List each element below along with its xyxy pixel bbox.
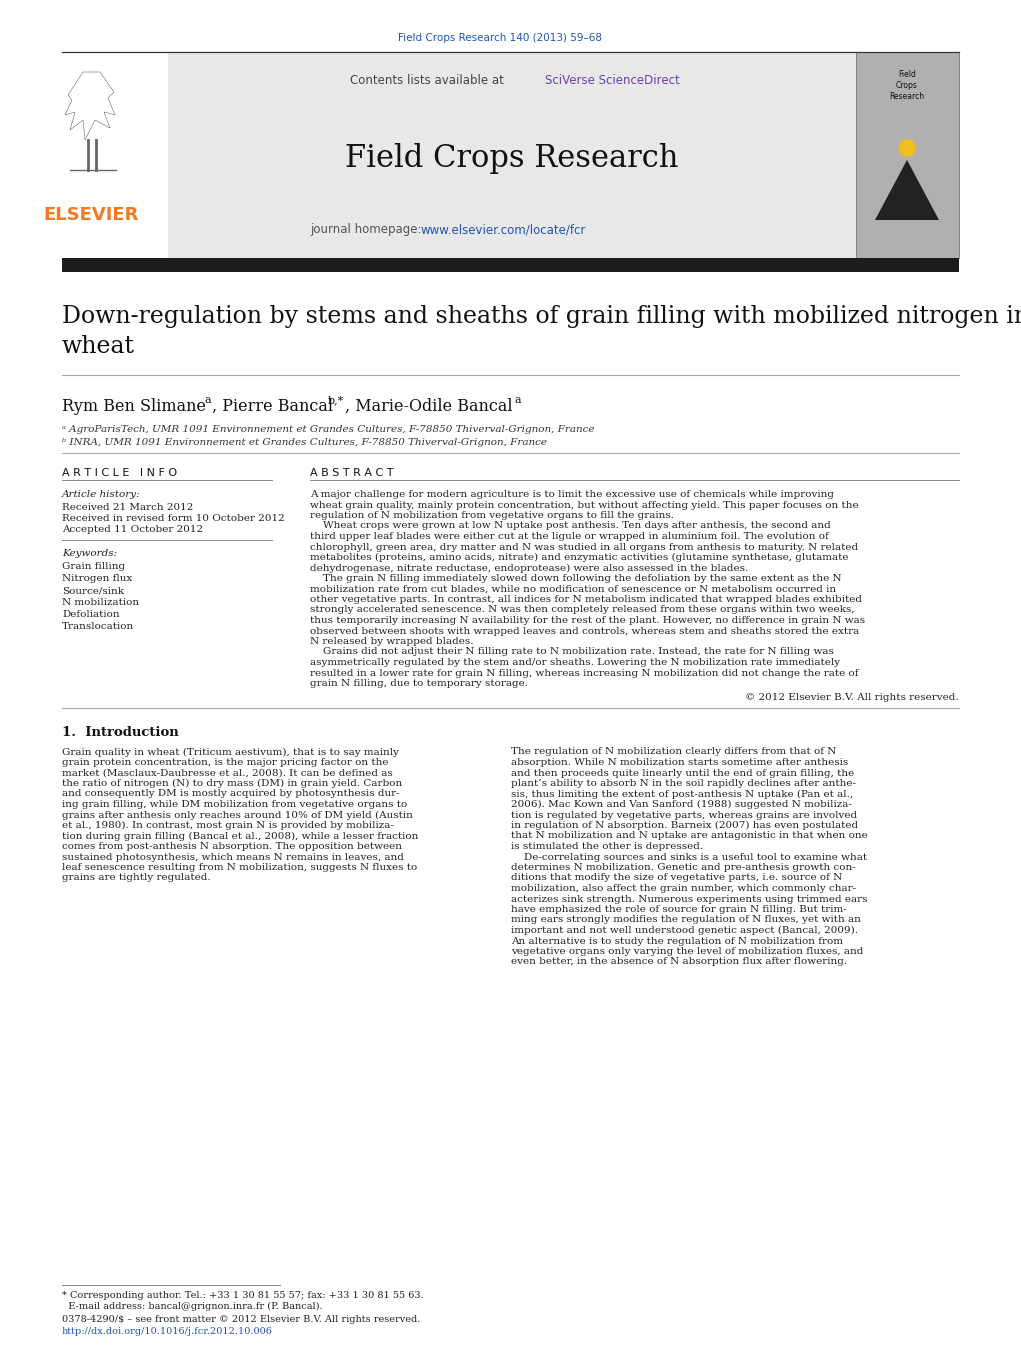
Text: b,*: b,* (328, 394, 344, 405)
Text: Keywords:: Keywords: (62, 549, 117, 558)
Text: other vegetative parts. In contrast, all indices for N metabolism indicated that: other vegetative parts. In contrast, all… (310, 594, 862, 604)
Text: 0378-4290/$ – see front matter © 2012 Elsevier B.V. All rights reserved.: 0378-4290/$ – see front matter © 2012 El… (62, 1315, 421, 1324)
Text: that N mobilization and N uptake are antagonistic in that when one: that N mobilization and N uptake are ant… (510, 831, 868, 840)
Text: observed between shoots with wrapped leaves and controls, whereas stem and sheat: observed between shoots with wrapped lea… (310, 627, 860, 635)
Text: Rym Ben Slimane: Rym Ben Slimane (62, 399, 206, 415)
Text: * Corresponding author. Tel.: +33 1 30 81 55 57; fax: +33 1 30 81 55 63.: * Corresponding author. Tel.: +33 1 30 8… (62, 1292, 424, 1300)
Text: ming ears strongly modifies the regulation of N fluxes, yet with an: ming ears strongly modifies the regulati… (510, 916, 861, 924)
Text: grain N filling, due to temporary storage.: grain N filling, due to temporary storag… (310, 680, 528, 688)
Text: a: a (204, 394, 210, 405)
Text: resulted in a lower rate for grain N filling, whereas increasing N mobilization : resulted in a lower rate for grain N fil… (310, 669, 859, 677)
Text: Nitrogen flux: Nitrogen flux (62, 574, 133, 584)
Text: mobilization rate from cut blades, while no modification of senescence or N meta: mobilization rate from cut blades, while… (310, 585, 836, 593)
Text: even better, in the absence of N absorption flux after flowering.: even better, in the absence of N absorpt… (510, 958, 847, 966)
Text: comes from post-anthesis N absorption. The opposition between: comes from post-anthesis N absorption. T… (62, 842, 402, 851)
Text: grains after anthesis only reaches around 10% of DM yield (Austin: grains after anthesis only reaches aroun… (62, 811, 412, 820)
Text: The grain N filling immediately slowed down following the defoliation by the sam: The grain N filling immediately slowed d… (310, 574, 841, 584)
Text: and then proceeds quite linearly until the end of grain filling, the: and then proceeds quite linearly until t… (510, 769, 855, 777)
Text: metabolites (proteins, amino acids, nitrate) and enzymatic activities (glutamine: metabolites (proteins, amino acids, nitr… (310, 553, 848, 562)
Text: Accepted 11 October 2012: Accepted 11 October 2012 (62, 526, 203, 534)
Text: Grains did not adjust their N filling rate to N mobilization rate. Instead, the : Grains did not adjust their N filling ra… (310, 647, 834, 657)
Text: Source/sink: Source/sink (62, 586, 124, 594)
Text: journal homepage:: journal homepage: (310, 223, 426, 236)
Text: and consequently DM is mostly acquired by photosynthesis dur-: and consequently DM is mostly acquired b… (62, 789, 399, 798)
Text: N released by wrapped blades.: N released by wrapped blades. (310, 638, 474, 646)
Text: Field Crops Research 140 (2013) 59–68: Field Crops Research 140 (2013) 59–68 (398, 32, 602, 43)
Text: chlorophyll, green area, dry matter and N was studied in all organs from anthesi: chlorophyll, green area, dry matter and … (310, 543, 858, 551)
Bar (856, 51, 959, 258)
Text: ing grain filling, while DM mobilization from vegetative organs to: ing grain filling, while DM mobilization… (62, 800, 407, 809)
Text: http://dx.doi.org/10.1016/j.fcr.2012.10.006: http://dx.doi.org/10.1016/j.fcr.2012.10.… (62, 1327, 273, 1336)
Text: Field
Crops
Research: Field Crops Research (889, 70, 925, 101)
Text: tion during grain filling (Bancal et al., 2008), while a lesser fraction: tion during grain filling (Bancal et al.… (62, 831, 419, 840)
Text: the ratio of nitrogen (N) to dry mass (DM) in grain yield. Carbon: the ratio of nitrogen (N) to dry mass (D… (62, 780, 402, 788)
Text: , Pierre Bancal: , Pierre Bancal (212, 399, 333, 415)
Text: Article history:: Article history: (62, 490, 141, 499)
Text: A major challenge for modern agriculture is to limit the excessive use of chemic: A major challenge for modern agriculture… (310, 490, 834, 499)
Text: The regulation of N mobilization clearly differs from that of N: The regulation of N mobilization clearly… (510, 747, 836, 757)
Text: Wheat crops were grown at low N uptake post anthesis. Ten days after anthesis, t: Wheat crops were grown at low N uptake p… (310, 521, 831, 531)
Text: Received in revised form 10 October 2012: Received in revised form 10 October 2012 (62, 513, 285, 523)
Text: Field Crops Research: Field Crops Research (345, 142, 679, 173)
Text: vegetative organs only varying the level of mobilization fluxes, and: vegetative organs only varying the level… (510, 947, 864, 957)
Text: wheat: wheat (62, 335, 135, 358)
Text: www.elsevier.com/locate/fcr: www.elsevier.com/locate/fcr (420, 223, 585, 236)
Text: 1.  Introduction: 1. Introduction (62, 725, 179, 739)
Text: plant’s ability to absorb N in the soil rapidly declines after anthe-: plant’s ability to absorb N in the soil … (510, 780, 856, 788)
Text: dehydrogenase, nitrate reductase, endoprotease) were also assessed in the blades: dehydrogenase, nitrate reductase, endopr… (310, 563, 748, 573)
Polygon shape (875, 159, 939, 220)
Text: in regulation of N absorption. Barneix (2007) has even postulated: in regulation of N absorption. Barneix (… (510, 821, 858, 830)
Text: leaf senescence resulting from N mobilization, suggests N fluxes to: leaf senescence resulting from N mobiliz… (62, 863, 418, 871)
Text: , Marie-Odile Bancal: , Marie-Odile Bancal (345, 399, 513, 415)
Text: A B S T R A C T: A B S T R A C T (310, 467, 393, 478)
Text: Defoliation: Defoliation (62, 611, 119, 619)
Bar (62, 258, 959, 272)
Text: E-mail address: bancal@grignon.inra.fr (P. Bancal).: E-mail address: bancal@grignon.inra.fr (… (62, 1302, 323, 1310)
Text: Contents lists available at: Contents lists available at (350, 73, 507, 86)
Text: ᵃ AgroParisTech, UMR 1091 Environnement et Grandes Cultures, F-78850 Thiverval-G: ᵃ AgroParisTech, UMR 1091 Environnement … (62, 426, 594, 434)
Circle shape (900, 141, 915, 155)
Text: grains are tightly regulated.: grains are tightly regulated. (62, 874, 210, 882)
Text: have emphasized the role of source for grain N filling. But trim-: have emphasized the role of source for g… (510, 905, 846, 915)
Text: third upper leaf blades were either cut at the ligule or wrapped in aluminium fo: third upper leaf blades were either cut … (310, 532, 829, 540)
Text: A R T I C L E   I N F O: A R T I C L E I N F O (62, 467, 177, 478)
Text: Grain filling: Grain filling (62, 562, 126, 571)
Text: asymmetrically regulated by the stem and/or sheaths. Lowering the N mobilization: asymmetrically regulated by the stem and… (310, 658, 840, 667)
Text: sis, thus limiting the extent of post-anthesis N uptake (Pan et al.,: sis, thus limiting the extent of post-an… (510, 789, 854, 798)
Text: market (Masclaux-Daubresse et al., 2008). It can be defined as: market (Masclaux-Daubresse et al., 2008)… (62, 769, 393, 777)
Text: N mobilization: N mobilization (62, 598, 139, 607)
Text: SciVerse ScienceDirect: SciVerse ScienceDirect (545, 73, 680, 86)
Text: Down-regulation by stems and sheaths of grain filling with mobilized nitrogen in: Down-regulation by stems and sheaths of … (62, 305, 1021, 328)
Text: Received 21 March 2012: Received 21 March 2012 (62, 503, 193, 512)
Text: ditions that modify the size of vegetative parts, i.e. source of N: ditions that modify the size of vegetati… (510, 874, 842, 882)
Text: absorption. While N mobilization starts sometime after anthesis: absorption. While N mobilization starts … (510, 758, 848, 767)
Text: tion is regulated by vegetative parts, whereas grains are involved: tion is regulated by vegetative parts, w… (510, 811, 857, 820)
Text: et al., 1980). In contrast, most grain N is provided by mobiliza-: et al., 1980). In contrast, most grain N… (62, 821, 394, 830)
Text: © 2012 Elsevier B.V. All rights reserved.: © 2012 Elsevier B.V. All rights reserved… (745, 693, 959, 703)
Text: 2006). Mac Kown and Van Sanford (1988) suggested N mobiliza-: 2006). Mac Kown and Van Sanford (1988) s… (510, 800, 852, 809)
Text: strongly accelerated senescence. N was then completely released from these organ: strongly accelerated senescence. N was t… (310, 605, 855, 615)
Text: acterizes sink strength. Numerous experiments using trimmed ears: acterizes sink strength. Numerous experi… (510, 894, 868, 904)
Text: De-correlating sources and sinks is a useful tool to examine what: De-correlating sources and sinks is a us… (510, 852, 867, 862)
Text: determines N mobilization. Genetic and pre-anthesis growth con-: determines N mobilization. Genetic and p… (510, 863, 856, 871)
Text: ᵇ INRA, UMR 1091 Environnement et Grandes Cultures, F-78850 Thiverval-Grignon, F: ᵇ INRA, UMR 1091 Environnement et Grande… (62, 438, 547, 447)
Text: a: a (514, 394, 521, 405)
Text: An alternative is to study the regulation of N mobilization from: An alternative is to study the regulatio… (510, 936, 843, 946)
Text: sustained photosynthesis, which means N remains in leaves, and: sustained photosynthesis, which means N … (62, 852, 404, 862)
Text: thus temporarily increasing N availability for the rest of the plant. However, n: thus temporarily increasing N availabili… (310, 616, 865, 626)
Text: ELSEVIER: ELSEVIER (43, 205, 139, 224)
Text: Translocation: Translocation (62, 621, 134, 631)
Bar (62, 51, 168, 258)
Text: mobilization, also affect the grain number, which commonly char-: mobilization, also affect the grain numb… (510, 884, 857, 893)
Text: regulation of N mobilization from vegetative organs to fill the grains.: regulation of N mobilization from vegeta… (310, 511, 674, 520)
Text: important and not well understood genetic aspect (Bancal, 2009).: important and not well understood geneti… (510, 925, 858, 935)
Bar (168, 51, 856, 258)
Text: grain protein concentration, is the major pricing factor on the: grain protein concentration, is the majo… (62, 758, 389, 767)
Text: wheat grain quality, mainly protein concentration, but without affecting yield. : wheat grain quality, mainly protein conc… (310, 500, 859, 509)
Text: is stimulated the other is depressed.: is stimulated the other is depressed. (510, 842, 703, 851)
Text: Grain quality in wheat (Triticum aestivum), that is to say mainly: Grain quality in wheat (Triticum aestivu… (62, 747, 399, 757)
